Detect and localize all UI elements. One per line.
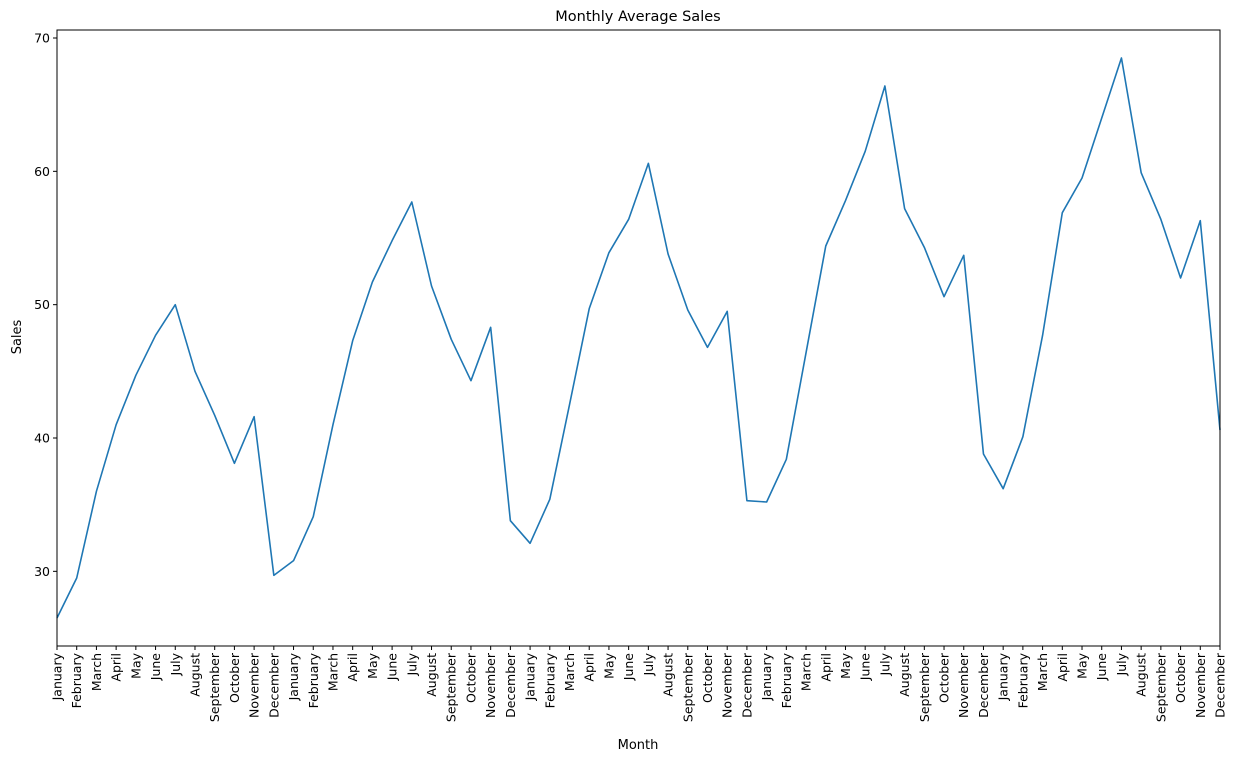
x-tick-label: August — [1134, 653, 1149, 697]
x-tick-label: December — [266, 652, 281, 718]
x-tick-label: December — [503, 652, 518, 718]
plot-frame — [56, 29, 1221, 647]
y-tick-label: 70 — [34, 31, 50, 46]
x-tick-label: December — [1213, 652, 1228, 718]
x-tick-label: March — [1035, 653, 1050, 691]
x-tick-label: April — [582, 653, 597, 682]
x-tick-label: June — [385, 653, 400, 682]
x-tick-label: May — [601, 652, 616, 678]
x-tick-label: June — [621, 653, 636, 682]
y-axis-ticks: 30 40 50 60 70 — [34, 31, 57, 579]
x-tick-label: January — [759, 652, 774, 701]
x-tick-label: March — [562, 653, 577, 691]
x-tick-label: October — [227, 652, 242, 703]
x-tick-label: November — [247, 652, 262, 718]
x-tick-label: November — [483, 652, 498, 718]
x-tick-label: July — [168, 652, 183, 676]
x-tick-label: April — [818, 653, 833, 682]
x-tick-label: June — [858, 653, 873, 682]
x-tick-label: July — [1114, 652, 1129, 676]
x-tick-label: October — [463, 652, 478, 703]
x-tick-label: July — [877, 652, 892, 676]
x-tick-label: May — [838, 652, 853, 678]
y-tick-label: 50 — [34, 297, 50, 312]
x-tick-label: December — [976, 652, 991, 718]
x-tick-label: August — [424, 653, 439, 697]
x-tick-label: October — [700, 652, 715, 703]
x-tick-label: March — [325, 653, 340, 691]
x-tick-label: August — [897, 653, 912, 697]
x-tick-label: January — [50, 652, 65, 701]
y-axis-label: Sales — [10, 319, 25, 354]
x-tick-label: September — [207, 652, 222, 722]
x-tick-label: March — [89, 653, 104, 691]
x-tick-label: June — [1094, 653, 1109, 682]
x-tick-label: November — [956, 652, 971, 718]
x-tick-label: April — [345, 653, 360, 682]
x-tick-label: October — [1173, 652, 1188, 703]
y-tick-label: 30 — [34, 564, 50, 579]
x-tick-label: July — [404, 652, 419, 676]
x-tick-label: December — [739, 652, 754, 718]
x-tick-label: September — [917, 652, 932, 722]
sales-series-line — [56, 57, 1221, 619]
x-axis-ticks: January February March April May June July Augu… — [50, 646, 1228, 722]
x-tick-label: October — [937, 652, 952, 703]
x-tick-label: May — [365, 652, 380, 678]
x-tick-label: September — [444, 652, 459, 722]
x-tick-label: May — [128, 652, 143, 678]
y-tick-label: 40 — [34, 431, 50, 446]
x-tick-label: February — [69, 652, 84, 708]
x-tick-label: August — [661, 653, 676, 697]
x-tick-label: February — [542, 652, 557, 708]
x-tick-label: September — [1153, 652, 1168, 722]
x-axis-label: Month — [618, 738, 659, 753]
x-tick-label: November — [1193, 652, 1208, 718]
x-tick-label: February — [779, 652, 794, 708]
x-tick-label: February — [306, 652, 321, 708]
x-tick-label: September — [680, 652, 695, 722]
x-tick-label: April — [1055, 653, 1070, 682]
x-tick-label: April — [109, 653, 124, 682]
y-tick-label: 60 — [34, 164, 50, 179]
x-tick-label: February — [1015, 652, 1030, 708]
x-tick-label: March — [799, 653, 814, 691]
x-tick-label: January — [286, 652, 301, 701]
chart-title: Monthly Average Sales — [555, 9, 720, 25]
x-tick-label: November — [720, 652, 735, 718]
x-tick-label: May — [1075, 652, 1090, 678]
x-tick-label: January — [996, 652, 1011, 701]
x-tick-label: July — [641, 652, 656, 676]
x-tick-label: August — [187, 653, 202, 697]
x-tick-label: June — [148, 653, 163, 682]
x-tick-label: January — [523, 652, 538, 701]
